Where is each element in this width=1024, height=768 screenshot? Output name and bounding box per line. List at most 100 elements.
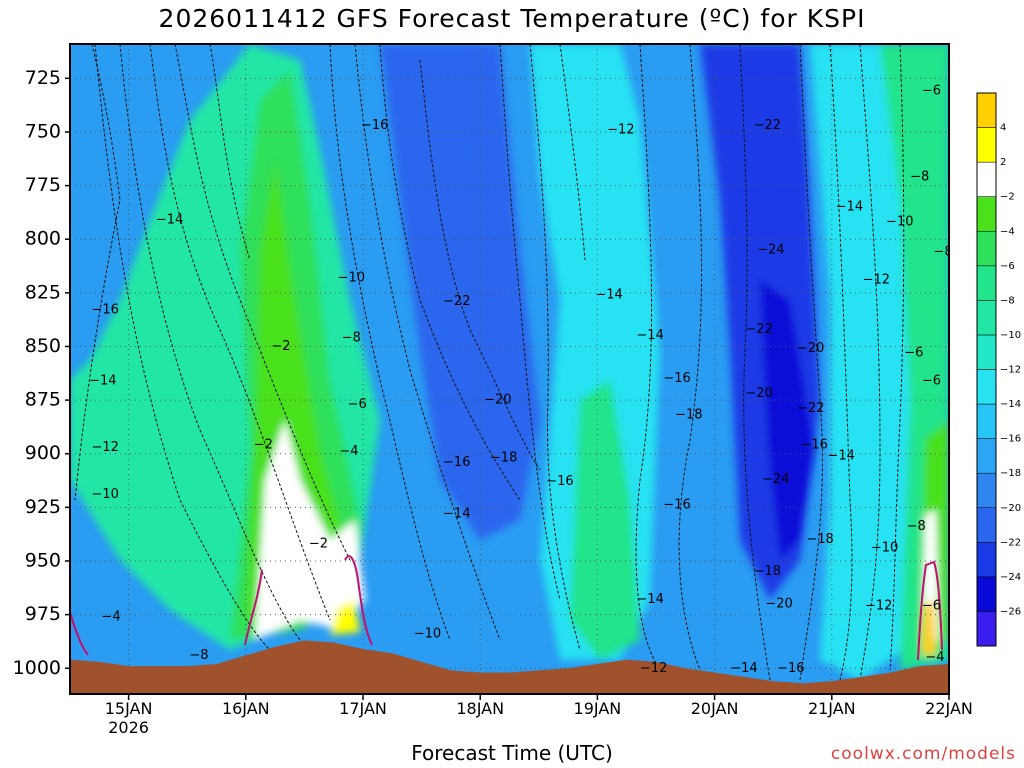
plot-frame [69,43,950,695]
contour-label: −22 [797,401,824,416]
x-tick-sublabel: 2026 [108,718,149,737]
contour-label: −8 [907,519,926,534]
contour-lines [74,44,905,681]
contour-label: −14 [827,448,854,463]
colorbar-label: −22 [1000,537,1021,548]
x-tick-label: 16JAN [222,699,270,718]
contour-label: −4 [101,609,120,624]
contour-label: −24 [757,242,784,257]
colorbar-segment [976,611,997,647]
y-tick-label: 1000 [13,657,61,679]
contour-label: −16 [443,455,470,470]
zero-isotherm-left [70,611,89,656]
contour-label: −18 [754,564,781,579]
y-tick-label: 775 [25,174,61,196]
colorbar-segment [976,334,997,370]
contour-label: −12 [91,440,118,455]
contour-label: −10 [886,215,913,230]
colorbar-label: −24 [1000,572,1021,583]
contour-label: −16 [777,661,804,676]
colorbar-segment [976,231,997,267]
chart-title: 2026011412 GFS Forecast Temperature (ºC)… [158,4,866,33]
contour-label: −8 [342,330,361,345]
contour-line [329,44,451,641]
contour-label: −8 [189,648,208,663]
cyan-band-21-22jan [810,44,930,680]
contour-line [829,44,853,681]
contour-label: −16 [663,371,690,386]
contour-label: −14 [443,506,470,521]
contour-label: −18 [490,451,517,466]
contour-label: −16 [663,498,690,513]
contour-label: −20 [765,596,792,611]
contour-label: −12 [640,661,667,676]
contour-label: −6 [922,84,941,99]
contour-label: −14 [730,661,757,676]
contour-line [209,44,251,261]
yellow-warm-patch [330,600,360,635]
colorbar-segment [976,472,997,508]
colorbar-label: −2 [1000,192,1015,203]
contour-label: −4 [925,650,944,665]
colorbar-label: 2 [1000,157,1006,168]
contour-label: −8 [934,245,953,260]
x-axis-label: Forecast Time (UTC) [411,741,613,765]
gridlines [70,44,949,694]
colorbar-segment [976,127,997,163]
contour-label: −14 [156,212,183,227]
contour-label: −14 [89,373,116,388]
colorbar-segment [976,92,997,128]
contour-line [354,44,501,641]
colorbar-segment [976,438,997,474]
contour-label: −18 [806,532,833,547]
contour-line [739,44,771,681]
colorbar-label: −20 [1000,503,1021,514]
colorbar-segment [976,161,997,197]
contour-line [678,44,703,671]
contour-label: −16 [801,438,828,453]
y-tick-label: 975 [25,603,61,625]
white-near-zero [255,420,365,640]
contour-label: −8 [910,170,929,185]
terrain-surface [70,640,949,694]
colorbar-label: −16 [1000,434,1021,445]
contour-label: −16 [361,118,388,133]
colorbar-segment [976,369,997,405]
x-tick-label: 19JAN [574,699,622,718]
x-tick-label: 20JAN [691,699,739,718]
y-tick-label: 800 [25,228,61,250]
contour-label: −2 [309,536,328,551]
colorbar-segment [976,507,997,543]
contour-label: −14 [595,287,622,302]
y-tick-label: 750 [25,120,61,142]
contour-label: −4 [339,444,358,459]
colorbar-label: −6 [1000,261,1015,272]
colorbar-segment [976,265,997,301]
cold-band-17-19jan [380,44,540,540]
contour-label: −20 [745,386,772,401]
contour-label: −12 [607,122,634,137]
green-band-19jan [570,380,640,660]
contour-label: −10 [871,541,898,556]
colorbar-label: −10 [1000,330,1021,341]
colorbar-label: 4 [1000,123,1006,134]
colorbar-segment [976,300,997,336]
y-axis: 725 750 775 800 825 850 875 900 925 950 975 1000 [13,67,70,679]
zero-isotherm-17jan [244,555,373,646]
contour-label: −12 [863,272,890,287]
y-tick-label: 875 [25,389,61,411]
contour-label: −14 [836,200,863,215]
contour-label: −2 [271,339,290,354]
contour-label: −6 [922,373,941,388]
contour-line [419,59,541,471]
contour-label: −24 [762,472,789,487]
contour-label: −6 [904,345,923,360]
contour-label: −10 [338,270,365,285]
contour-label: −6 [348,397,367,412]
colorbar-frame [976,92,997,647]
contour-label: −22 [745,322,772,337]
contour-label: −20 [797,341,824,356]
x-tick-label: 17JAN [339,699,387,718]
temperature-fill-bands [70,44,949,680]
